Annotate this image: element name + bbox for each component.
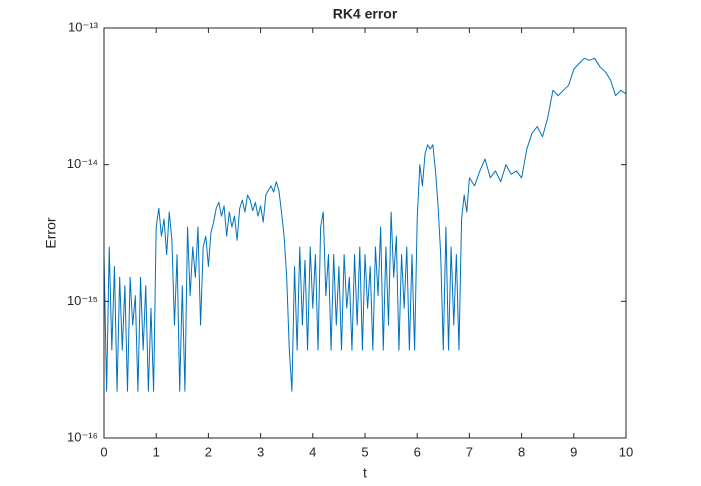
x-tick-label: 10 xyxy=(619,444,633,459)
chart-title: RK4 error xyxy=(333,6,398,22)
y-tick-label: 10⁻¹⁶ xyxy=(67,429,98,444)
x-tick-label: 8 xyxy=(518,444,525,459)
data-line xyxy=(103,57,627,392)
y-tick-label: 10⁻¹⁵ xyxy=(67,293,98,308)
x-tick-label: 2 xyxy=(205,444,212,459)
x-tick-label: 4 xyxy=(309,444,316,459)
x-tick-label: 3 xyxy=(257,444,264,459)
x-tick-label: 9 xyxy=(570,444,577,459)
y-axis-label: Error xyxy=(43,217,59,248)
x-axis-label: t xyxy=(363,465,367,481)
x-tick-label: 7 xyxy=(466,444,473,459)
y-tick-label: 10⁻¹⁴ xyxy=(67,156,98,171)
x-tick-label: 6 xyxy=(414,444,421,459)
x-tick-label: 0 xyxy=(100,444,107,459)
x-tick-label: 5 xyxy=(361,444,368,459)
y-tick-label: 10⁻¹³ xyxy=(68,19,99,34)
x-tick-label: 1 xyxy=(153,444,160,459)
